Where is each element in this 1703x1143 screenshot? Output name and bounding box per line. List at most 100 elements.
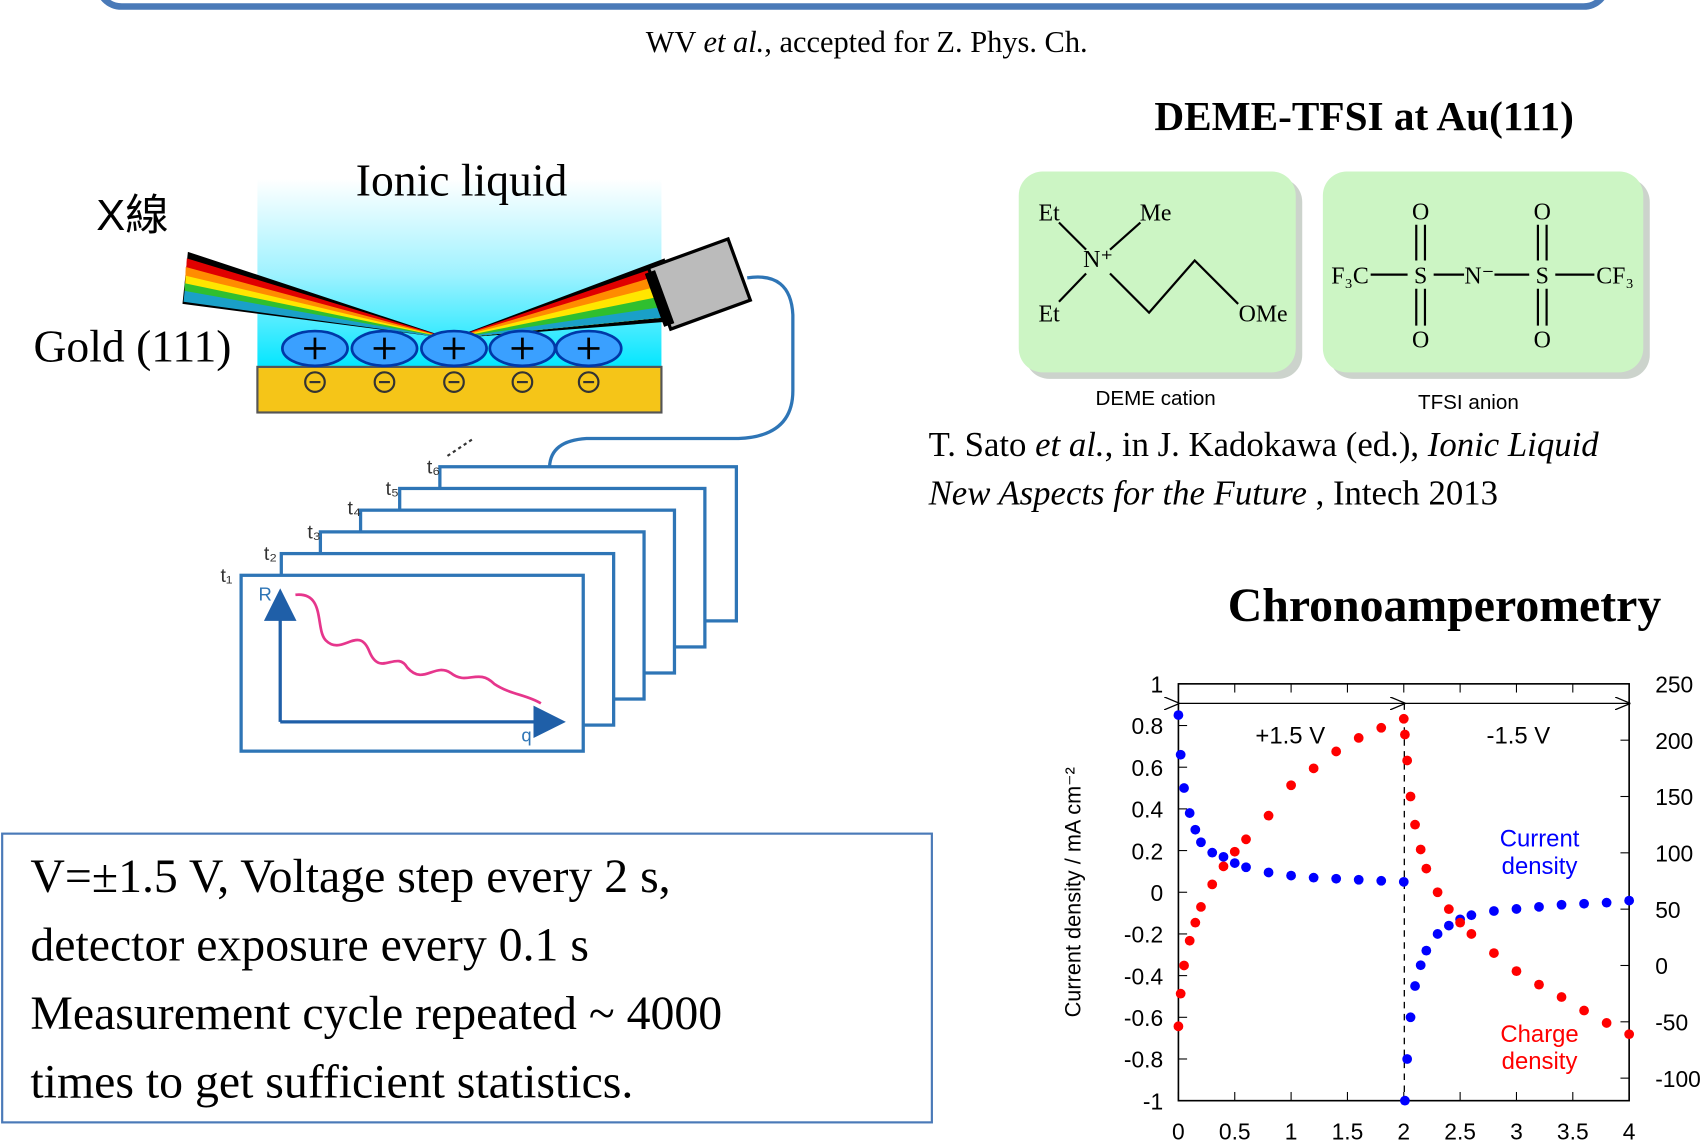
axis-label: q [521, 724, 531, 745]
annotation: +1.5 V [1255, 723, 1325, 750]
data-point [1331, 873, 1342, 884]
data-point [1175, 988, 1186, 999]
frame-label: t₃ [307, 521, 320, 543]
data-point [1263, 810, 1274, 821]
frame-label: t₆ [427, 456, 440, 478]
data-point [1421, 863, 1432, 874]
y2-tick-label: 150 [1655, 784, 1693, 810]
data-point [1405, 1012, 1416, 1023]
data-point [1184, 935, 1195, 946]
liquid-label: Ionic liquid [356, 154, 568, 205]
gold-label: Gold (111) [33, 320, 231, 371]
y-axis-label: Current density / mA cm⁻² [1061, 767, 1086, 1017]
series-label: Charge density [1500, 1020, 1579, 1075]
data-point [1173, 710, 1184, 720]
y-tick-label: -1 [1143, 1088, 1163, 1114]
ref-part: T. Sato [929, 425, 1035, 464]
data-point [1308, 763, 1319, 774]
conditions-box [1, 832, 933, 1124]
data-point [1218, 861, 1229, 872]
x-tick-label: 0 [1172, 1119, 1185, 1143]
data-point [1179, 960, 1189, 971]
citation: WV et al., accepted for Z. Phys. Ch. [646, 25, 1088, 59]
data-point [1190, 917, 1201, 928]
data-point [1624, 1029, 1635, 1040]
ref-part: , Intech 2013 [1307, 474, 1498, 513]
data-point [1579, 898, 1589, 909]
ref-part: New Aspects for the Future [928, 474, 1307, 513]
data-point [1308, 872, 1319, 883]
y2-tick-label: 100 [1655, 841, 1693, 867]
data-point [1415, 844, 1426, 855]
ref-part: Ionic Liquid [1427, 425, 1599, 464]
condition-line: times to get sufficient statistics. [30, 1055, 633, 1108]
atom-label: O [1412, 199, 1429, 225]
data-point [1173, 1021, 1184, 1032]
data-point [1184, 808, 1195, 818]
cation-box [1018, 171, 1296, 373]
data-point [1402, 755, 1413, 766]
data-point [1398, 876, 1409, 887]
data-point [1443, 904, 1454, 915]
atom-label: Et [1039, 200, 1061, 226]
y-tick-label: -0.4 [1124, 963, 1164, 989]
data-point [1229, 858, 1240, 868]
atom-label: N⁻ [1464, 263, 1494, 289]
atom-label: S [1536, 263, 1549, 289]
atom-label: CF₃ [1596, 263, 1634, 289]
ref-part: et al. [1035, 425, 1104, 464]
data-point [1353, 733, 1364, 743]
xray-label: X線 [96, 192, 168, 240]
atom-label: O [1534, 199, 1551, 225]
atom-label: O [1412, 327, 1429, 353]
data-point [1286, 870, 1296, 881]
data-point [1398, 713, 1409, 724]
data-point [1207, 847, 1218, 858]
data-point [1376, 875, 1387, 886]
y-tick-label: 0.4 [1131, 797, 1163, 823]
citation-part: , accepted for Z. Phys. Ch. [764, 25, 1087, 59]
data-point [1400, 1095, 1410, 1106]
data-point [1466, 910, 1477, 921]
frame-label: t₂ [264, 543, 277, 565]
citation-part: et al. [703, 25, 764, 59]
anion-box [1322, 171, 1644, 373]
data-point [1241, 862, 1251, 873]
data-point [1489, 906, 1499, 916]
anion-caption: TFSI anion [1418, 391, 1519, 414]
data-point [1455, 917, 1466, 928]
data-point [1466, 929, 1477, 939]
cation-caption: DEME cation [1095, 387, 1215, 410]
x-tick-label: 2.5 [1444, 1119, 1476, 1143]
y-tick-label: 0.2 [1131, 838, 1163, 864]
y-tick-label: 0 [1151, 880, 1164, 906]
atom-label: F₃C [1331, 263, 1369, 289]
data-point [1218, 851, 1229, 862]
header-bar [100, 0, 1605, 10]
molecule-title: DEME-TFSI at Au(111) [1154, 93, 1574, 140]
ref-part: , in J. Kadokawa (ed.), [1105, 425, 1428, 464]
data-point [1405, 791, 1416, 802]
data-point [1534, 901, 1544, 912]
frame-label: t₄ [348, 498, 361, 520]
setup-diagram: Ionic liquid X線 Gold (111) t₁t₂t₃t₄t₅t₆ … [33, 154, 795, 753]
x-tick-label: 0.5 [1219, 1119, 1251, 1143]
data-point [1207, 879, 1218, 890]
data-point [1534, 979, 1544, 990]
data-point [1579, 1005, 1589, 1016]
x-tick-label: 2 [1397, 1119, 1410, 1143]
y-tick-label: 0.8 [1131, 713, 1163, 739]
x-tick-label: 3.5 [1557, 1119, 1589, 1143]
data-point [1601, 897, 1612, 908]
x-tick-label: 3 [1510, 1119, 1523, 1143]
y2-tick-label: 50 [1655, 897, 1680, 923]
y-tick-label: 0.6 [1131, 755, 1163, 781]
frame-label: t₅ [386, 478, 399, 500]
conditions: V=±1.5 V, Voltage step every 2 s, detecto… [30, 850, 722, 1108]
condition-line: detector exposure every 0.1 s [30, 919, 589, 972]
atom-label: O [1534, 327, 1551, 353]
citation-part: WV [646, 25, 704, 59]
y2-tick-label: 200 [1655, 728, 1693, 754]
condition-line: V=±1.5 V, Voltage step every 2 s, [30, 850, 670, 903]
